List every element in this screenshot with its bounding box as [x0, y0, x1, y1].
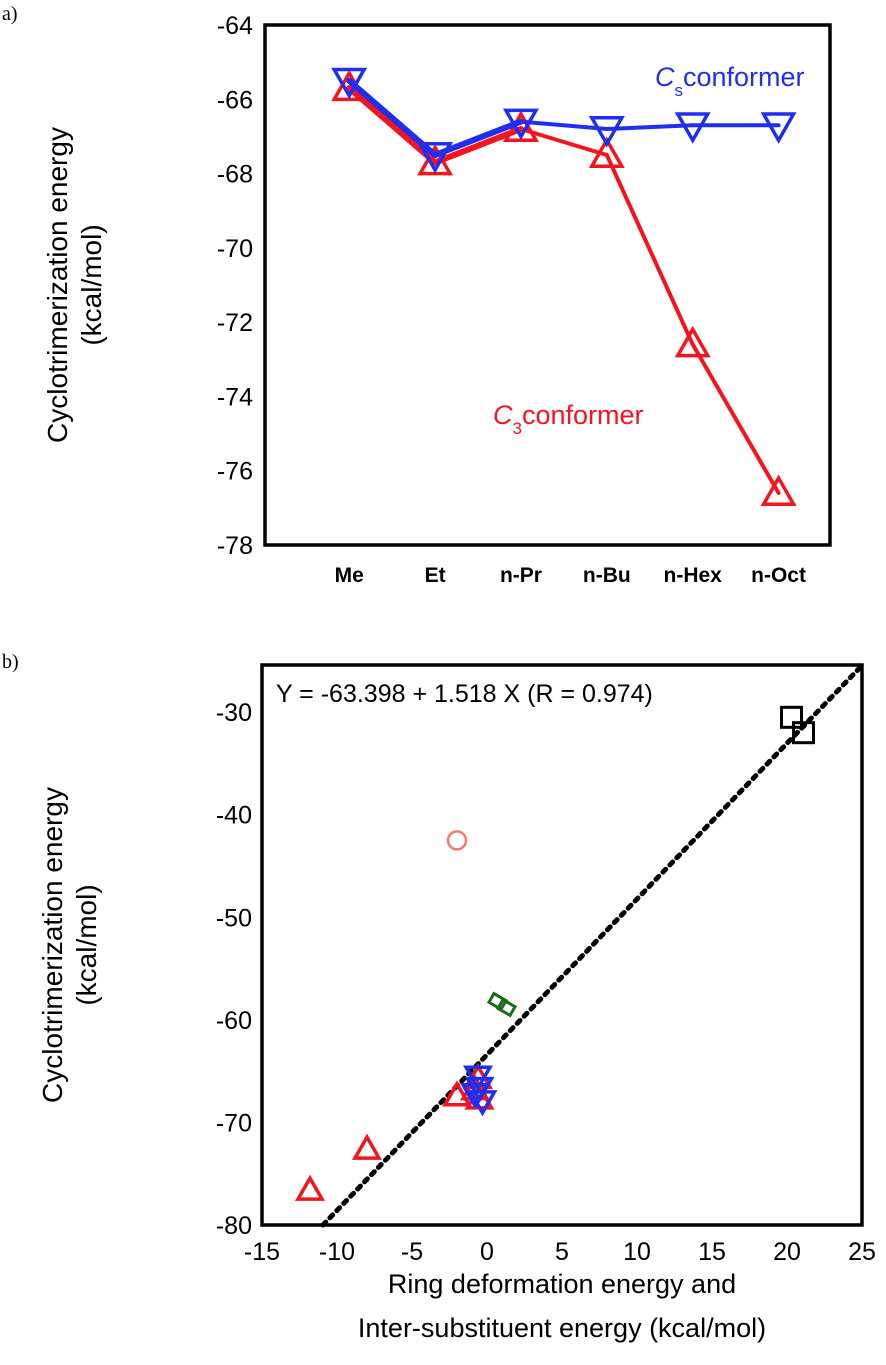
y-tick-label: -60	[216, 1007, 252, 1035]
panel-b-xlabel-line1: Ring deformation energy and	[388, 1269, 736, 1299]
scatter-point	[464, 1076, 495, 1104]
category-label: n-Pr	[500, 564, 542, 587]
y-tick-label: -78	[217, 532, 253, 560]
scatter-point	[441, 1080, 473, 1107]
scatter-series-triangle-down	[459, 1065, 498, 1117]
scatter-point	[495, 997, 518, 1018]
y-tick-label: -70	[217, 235, 253, 263]
series-line-segment	[432, 118, 524, 158]
panel-a-ylabel-line1: Cyclotrimerization energy	[42, 127, 73, 443]
data-point-marker	[588, 136, 625, 168]
panel-a-label: a)	[2, 3, 18, 25]
x-tick-label: -15	[244, 1238, 280, 1266]
panel-a-ylabel-line2: (kcal/mol)	[76, 224, 107, 345]
scatter-series-square	[780, 705, 815, 745]
x-tick-label: 10	[623, 1238, 651, 1266]
scatter-point	[780, 705, 803, 729]
series-line-segment	[604, 123, 695, 131]
y-tick-label: -66	[217, 86, 253, 114]
scatter-point	[486, 991, 509, 1012]
y-tick-label: -68	[217, 161, 253, 189]
scatter-series-circle	[446, 830, 468, 851]
panel-a-y-ticks: -64 -66 -68 -70 -72 -74 -76 -78	[217, 12, 253, 560]
y-tick-label: -64	[217, 12, 253, 40]
y-tick-label: -70	[216, 1109, 252, 1137]
data-point-marker	[417, 142, 454, 174]
scatter-point	[446, 830, 468, 851]
y-tick-label: -74	[217, 383, 253, 411]
category-label: Me	[335, 564, 364, 587]
data-point-marker	[502, 108, 539, 141]
x-tick-label: -5	[401, 1238, 423, 1266]
y-tick-label: -72	[217, 309, 253, 337]
panel-b-y-ticks: -30 -40 -50 -60 -70 -80	[216, 699, 252, 1240]
panel-a-frame	[263, 23, 832, 547]
scatter-point	[294, 1174, 326, 1201]
data-point-marker	[331, 67, 368, 100]
series-line-segment	[518, 127, 609, 157]
panel-a-category-labels: Me Et n-Pr n-Bu n-Hex n-Oct	[335, 564, 806, 587]
x-tick-label: 20	[773, 1238, 801, 1266]
c3-series	[331, 69, 797, 506]
panel-b-y-axis-label: Cyclotrimerization energy (kcal/mol)	[37, 787, 102, 1103]
series-line-segment	[604, 153, 695, 347]
scatter-point	[792, 721, 815, 745]
x-tick-label: 5	[555, 1238, 569, 1266]
panel-a-y-axis-label: Cyclotrimerization energy (kcal/mol)	[42, 127, 107, 443]
y-tick-label: -30	[216, 699, 252, 727]
x-tick-label: 0	[480, 1238, 494, 1266]
panel-a-plot-area	[331, 67, 797, 506]
data-point-marker	[674, 325, 711, 358]
data-point-marker	[417, 143, 454, 176]
y-tick-label: -40	[216, 802, 252, 830]
y-tick-label: -50	[216, 904, 252, 932]
panel-b-plot-area	[294, 662, 865, 1228]
regression-line	[320, 662, 865, 1228]
c3-series-label: C3conformer	[493, 400, 644, 438]
y-tick-label: -80	[216, 1212, 252, 1240]
y-tick-label: -76	[217, 458, 253, 486]
scatter-series-diamond	[486, 991, 518, 1018]
panel-b-ylabel-line2: (kcal/mol)	[71, 884, 102, 1005]
series-line-segment	[690, 342, 781, 495]
category-label: Et	[425, 564, 446, 587]
scatter-point	[351, 1133, 383, 1160]
cs-series	[331, 67, 797, 174]
panel-b-x-ticks: -15 -10 -5 0 5 10 15 20 25	[244, 1238, 876, 1266]
data-point-marker	[674, 112, 711, 144]
regression-equation: Y = -63.398 + 1.518 X (R = 0.974)	[276, 680, 653, 708]
x-tick-label: 25	[848, 1238, 876, 1266]
data-point-marker	[588, 116, 625, 148]
data-point-marker	[760, 112, 797, 144]
x-tick-label: 15	[698, 1238, 726, 1266]
cs-series-label: Csconformer	[655, 62, 805, 100]
panel-b-label: b)	[2, 651, 19, 673]
series-line-segment	[518, 119, 609, 131]
x-tick-label: -10	[319, 1238, 355, 1266]
panel-b-frame	[260, 663, 864, 1227]
category-label: n-Oct	[751, 564, 806, 587]
data-point-marker	[760, 474, 797, 506]
panel-b-ylabel-line1: Cyclotrimerization energy	[37, 787, 68, 1103]
panel-b-xlabel-line2: Inter-substituent energy (kcal/mol)	[358, 1313, 766, 1343]
category-label: n-Hex	[664, 564, 723, 587]
category-label: n-Bu	[583, 564, 631, 587]
series-line-segment	[432, 126, 524, 166]
